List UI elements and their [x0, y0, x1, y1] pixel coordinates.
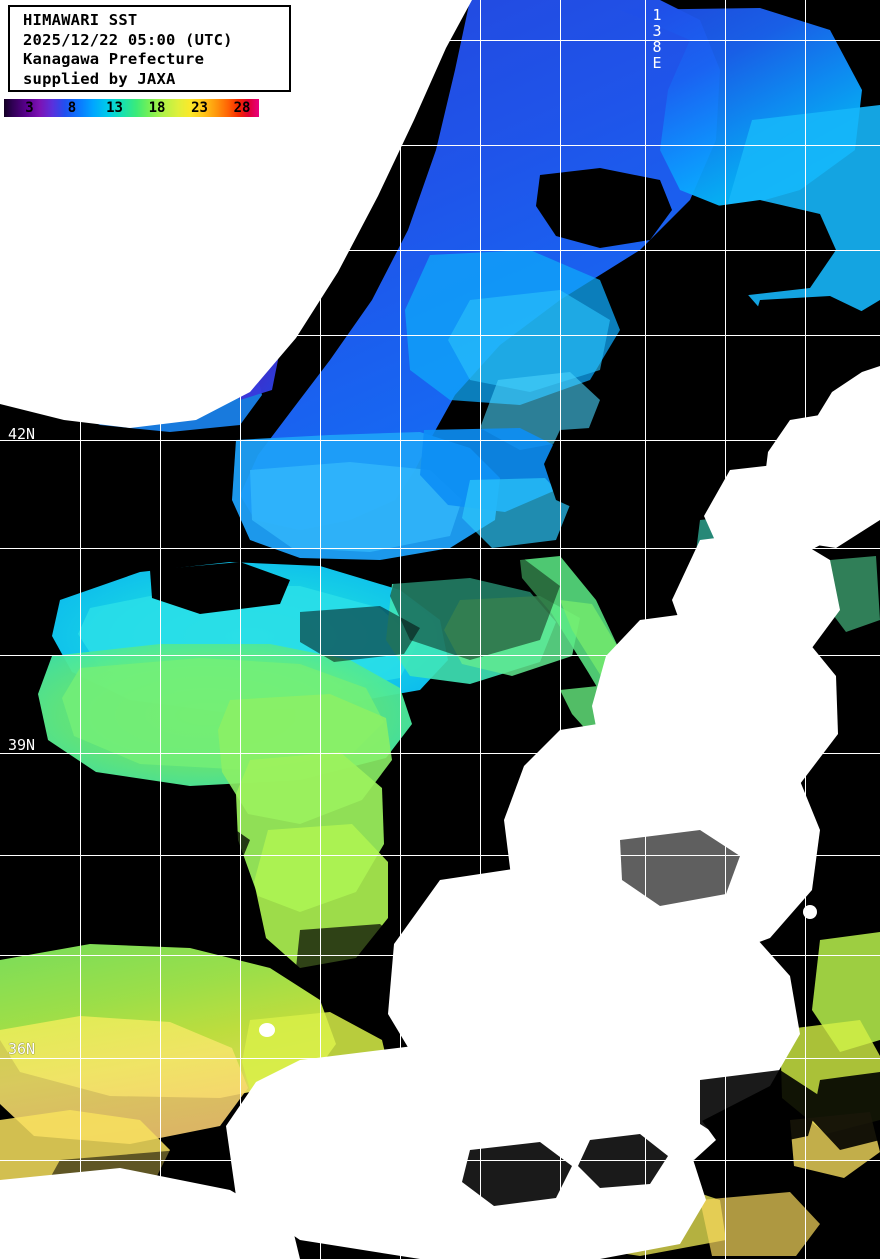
- colorbar-tick-18: 18: [148, 100, 166, 116]
- info-panel: HIMAWARI SST 2025/12/22 05:00 (UTC) Kana…: [8, 5, 291, 92]
- colorbar-tick-13: 13: [106, 100, 123, 116]
- colorbar-gradient: [4, 99, 259, 117]
- product-region: Kanagawa Prefecture: [23, 50, 205, 68]
- colorbar-container: 3 8 13 18 23 28: [0, 95, 270, 125]
- colorbar-tick-8: 8: [67, 100, 77, 116]
- colorbar-tick-23: 23: [191, 100, 208, 116]
- product-attribution: supplied by JAXA: [23, 69, 176, 88]
- product-datetime: 2025/12/22 05:00 (UTC): [23, 30, 233, 49]
- colorbar-tick-28: 28: [233, 100, 251, 116]
- colorbar-tick-3: 3: [25, 100, 34, 116]
- product-title: HIMAWARI SST: [23, 11, 138, 29]
